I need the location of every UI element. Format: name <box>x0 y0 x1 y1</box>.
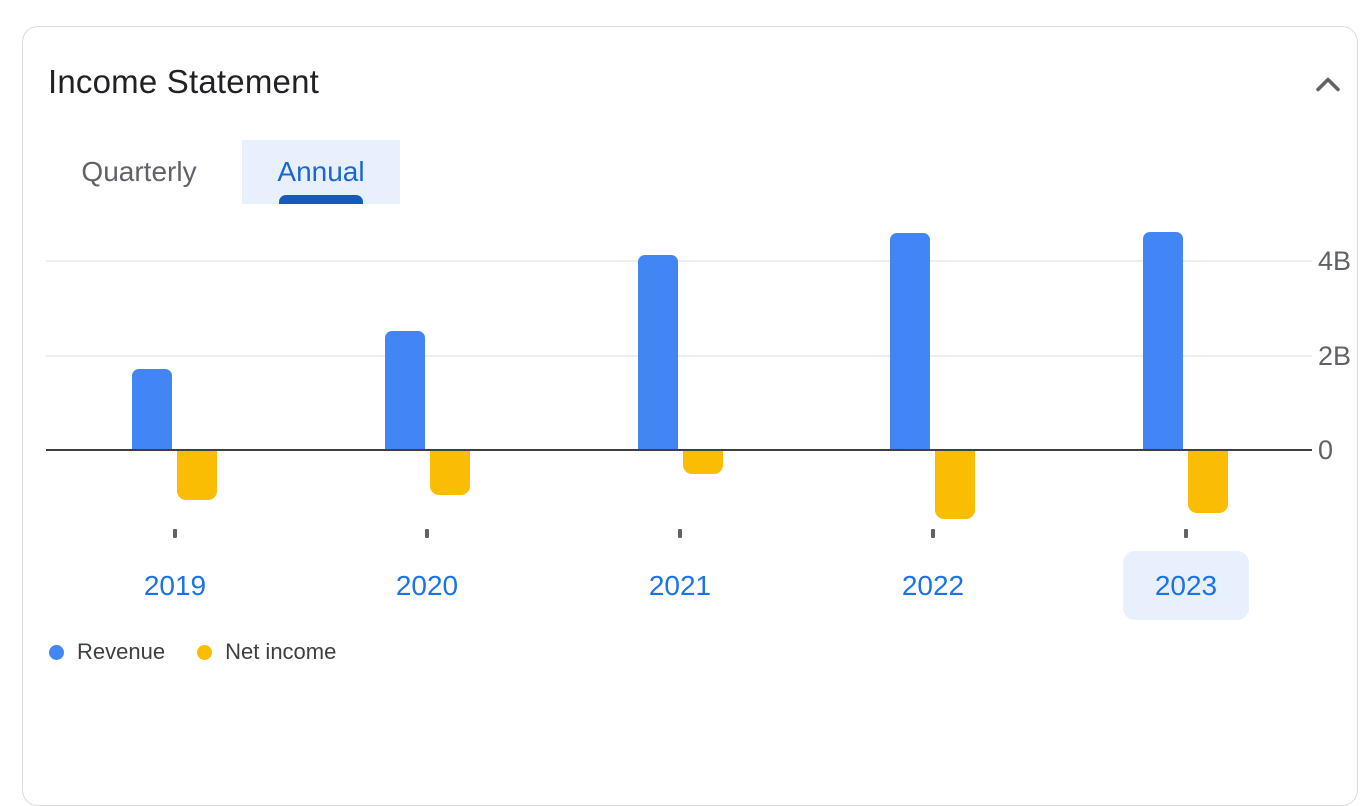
legend-item-revenue: Revenue <box>49 639 165 665</box>
x-axis-tick-2019 <box>173 529 177 538</box>
income-statement-widget: Income Statement Quarterly Annual 4B 2B 0 2… <box>22 26 1358 806</box>
gridline-2B <box>46 355 1312 357</box>
tab-annual[interactable]: Annual <box>242 140 400 204</box>
net-income-bar-2019[interactable] <box>177 451 217 500</box>
chevron-up-icon <box>1316 77 1340 92</box>
year-label-2019[interactable]: 2019 <box>143 570 207 601</box>
x-axis-tick-2023 <box>1184 529 1188 538</box>
collapse-button[interactable] <box>1308 66 1348 102</box>
revenue-bar-2022[interactable] <box>890 233 930 450</box>
zero-axis-line <box>46 449 1312 451</box>
revenue-bar-2019[interactable] <box>132 369 172 450</box>
net-income-bar-2022[interactable] <box>935 451 975 519</box>
x-axis-tick-2022 <box>931 529 935 538</box>
revenue-bar-2021[interactable] <box>638 255 678 450</box>
revenue-dot-icon <box>49 644 64 660</box>
year-label-2023[interactable]: 2023 <box>1123 551 1249 620</box>
chart-legend: Revenue Net income <box>49 638 336 666</box>
tab-annual-label: Annual <box>277 156 365 187</box>
net-income-bar-2021[interactable] <box>683 451 723 474</box>
legend-item-net-income: Net income <box>197 639 336 665</box>
legend-label-revenue: Revenue <box>77 639 166 664</box>
gridline-4B <box>46 260 1312 262</box>
net-income-dot-icon <box>197 644 213 660</box>
y-axis-label-4B: 4B <box>1318 246 1352 276</box>
net-income-bar-2020[interactable] <box>430 451 470 495</box>
tab-quarterly[interactable]: Quarterly <box>81 156 197 187</box>
x-axis-tick-2021 <box>678 529 682 538</box>
net-income-bar-2023[interactable] <box>1188 451 1228 513</box>
active-tab-indicator <box>279 195 363 204</box>
y-axis-label-0: 0 <box>1318 435 1334 465</box>
year-label-2021[interactable]: 2021 <box>648 570 712 601</box>
panel-title: Income Statement <box>48 63 320 100</box>
x-axis-tick-2020 <box>425 529 429 538</box>
legend-label-net-income: Net income <box>225 639 337 664</box>
year-label-2022[interactable]: 2022 <box>901 570 965 601</box>
y-axis-label-2B: 2B <box>1318 341 1352 371</box>
revenue-bar-2020[interactable] <box>385 331 425 450</box>
income-statement-bar-chart: 4B 2B 0 2019 2020 2021 2022 2023 <box>46 232 1352 620</box>
revenue-bar-2023[interactable] <box>1143 232 1183 450</box>
year-label-2020[interactable]: 2020 <box>395 570 459 601</box>
